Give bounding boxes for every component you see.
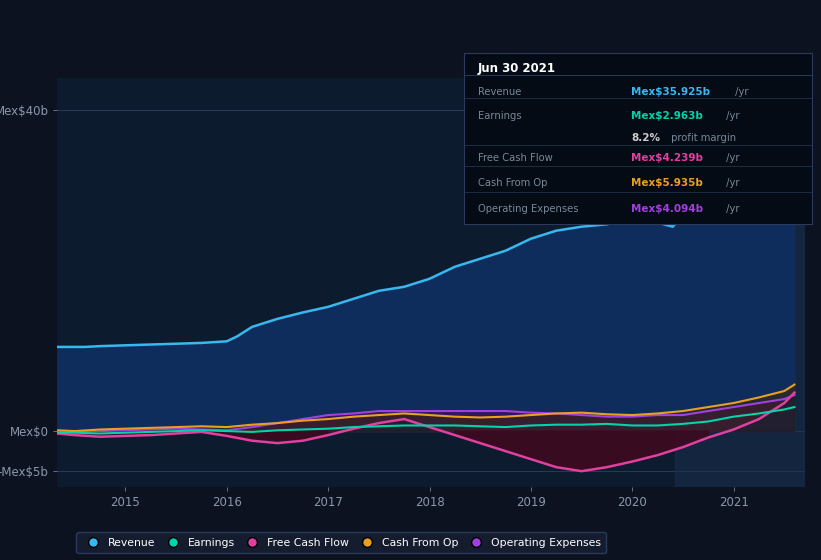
- Text: /yr: /yr: [723, 111, 740, 122]
- Text: Earnings: Earnings: [478, 111, 521, 122]
- Text: Mex$35.925b: Mex$35.925b: [631, 87, 710, 97]
- Text: Mex$4.239b: Mex$4.239b: [631, 153, 703, 163]
- Text: /yr: /yr: [723, 203, 740, 213]
- Text: Cash From Op: Cash From Op: [478, 178, 547, 188]
- Text: profit margin: profit margin: [667, 133, 736, 143]
- Text: /yr: /yr: [723, 153, 740, 163]
- Text: Operating Expenses: Operating Expenses: [478, 203, 578, 213]
- Bar: [675, 78, 805, 487]
- Text: Mex$4.094b: Mex$4.094b: [631, 203, 703, 213]
- Text: /yr: /yr: [732, 87, 749, 97]
- Text: Mex$5.935b: Mex$5.935b: [631, 178, 703, 188]
- Text: /yr: /yr: [723, 178, 740, 188]
- Text: 8.2%: 8.2%: [631, 133, 660, 143]
- Text: Mex$2.963b: Mex$2.963b: [631, 111, 703, 122]
- Text: Jun 30 2021: Jun 30 2021: [478, 62, 556, 74]
- Text: Free Cash Flow: Free Cash Flow: [478, 153, 553, 163]
- Text: Revenue: Revenue: [478, 87, 521, 97]
- Legend: Revenue, Earnings, Free Cash Flow, Cash From Op, Operating Expenses: Revenue, Earnings, Free Cash Flow, Cash …: [76, 533, 606, 553]
